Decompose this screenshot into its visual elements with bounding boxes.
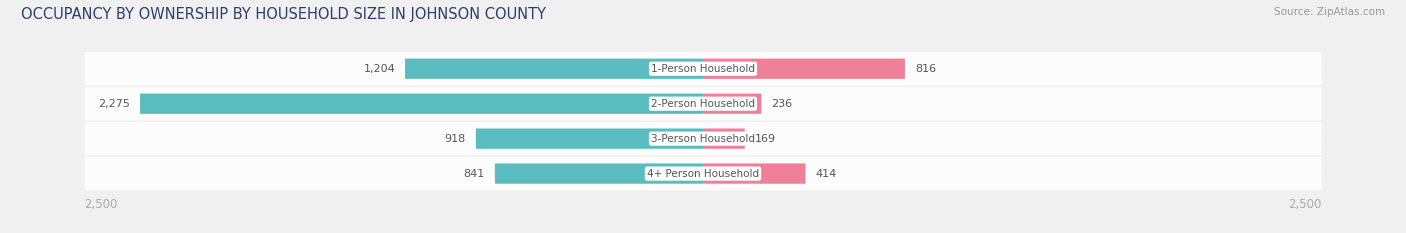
Text: 918: 918	[444, 134, 465, 144]
Text: 816: 816	[915, 64, 936, 74]
Text: Source: ZipAtlas.com: Source: ZipAtlas.com	[1274, 7, 1385, 17]
Text: 2,500: 2,500	[84, 198, 118, 211]
FancyBboxPatch shape	[84, 157, 1322, 190]
FancyBboxPatch shape	[703, 129, 745, 149]
Text: 1,204: 1,204	[363, 64, 395, 74]
Text: 414: 414	[815, 169, 837, 178]
FancyBboxPatch shape	[703, 58, 905, 79]
FancyBboxPatch shape	[84, 122, 1322, 155]
Text: 841: 841	[464, 169, 485, 178]
Text: 169: 169	[755, 134, 776, 144]
FancyBboxPatch shape	[703, 164, 806, 184]
Text: 2,275: 2,275	[98, 99, 131, 109]
FancyBboxPatch shape	[405, 58, 703, 79]
Text: 236: 236	[772, 99, 793, 109]
FancyBboxPatch shape	[495, 164, 703, 184]
Text: OCCUPANCY BY OWNERSHIP BY HOUSEHOLD SIZE IN JOHNSON COUNTY: OCCUPANCY BY OWNERSHIP BY HOUSEHOLD SIZE…	[21, 7, 546, 22]
Text: 4+ Person Household: 4+ Person Household	[647, 169, 759, 178]
FancyBboxPatch shape	[475, 129, 703, 149]
FancyBboxPatch shape	[703, 93, 762, 114]
FancyBboxPatch shape	[84, 87, 1322, 120]
Text: 2,500: 2,500	[1288, 198, 1322, 211]
Text: 1-Person Household: 1-Person Household	[651, 64, 755, 74]
Text: 2-Person Household: 2-Person Household	[651, 99, 755, 109]
FancyBboxPatch shape	[141, 93, 703, 114]
FancyBboxPatch shape	[84, 52, 1322, 86]
Text: 3-Person Household: 3-Person Household	[651, 134, 755, 144]
